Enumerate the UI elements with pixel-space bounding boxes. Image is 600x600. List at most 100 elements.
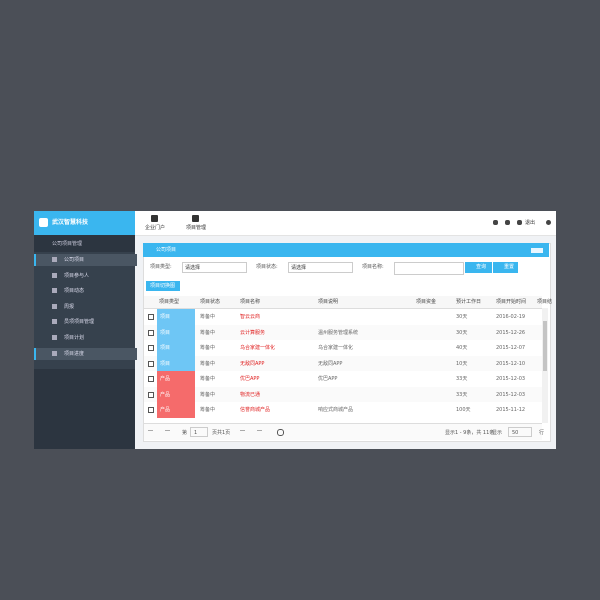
page-prefix: 第 bbox=[182, 430, 188, 436]
table-head bbox=[144, 296, 542, 309]
page-nav[interactable] bbox=[240, 430, 245, 435]
logout[interactable]: 退出 bbox=[525, 220, 536, 226]
type-tag bbox=[157, 355, 195, 371]
settings-icon bbox=[546, 220, 551, 225]
name-cell[interactable]: 智云云商 bbox=[240, 314, 261, 320]
page-summary: 显示1 - 9条，共 11条 bbox=[445, 430, 495, 436]
menu-active bbox=[34, 347, 137, 360]
page-nav[interactable] bbox=[165, 430, 170, 435]
checkbox[interactable] bbox=[148, 329, 154, 336]
brand-bar bbox=[34, 211, 135, 235]
nav-item[interactable]: 项目管理 bbox=[186, 225, 207, 231]
app-window: 武汉智慧科技 公司项目管理公司项目项目参与人项目动态周报员项项目管理 项目计划项目进… bbox=[34, 211, 556, 449]
name-cell[interactable]: 物流已通 bbox=[240, 391, 261, 398]
desc-cell: 无敌同APP bbox=[318, 360, 343, 367]
status-cell: 筹备中 bbox=[200, 314, 216, 320]
logo bbox=[39, 218, 48, 227]
label: 项目名称: bbox=[362, 264, 384, 270]
menu-item[interactable]: 公司项目 bbox=[64, 257, 85, 263]
select[interactable]: 请选择 bbox=[288, 262, 353, 273]
menu-icon bbox=[52, 272, 57, 278]
start-cell: 2015-12-07 bbox=[496, 345, 526, 351]
type-cell: 项目 bbox=[160, 314, 171, 320]
menu-item[interactable]: 项目进度 bbox=[64, 350, 85, 357]
name-cell[interactable]: 云计算服务 bbox=[240, 329, 266, 336]
reset-button[interactable]: 重置 bbox=[492, 262, 518, 273]
type-tag bbox=[157, 371, 195, 387]
page-input[interactable]: 1 bbox=[190, 427, 208, 437]
panel-tools bbox=[531, 248, 543, 253]
select[interactable]: 请选择 bbox=[182, 262, 247, 273]
days-cell: 30天 bbox=[456, 329, 468, 336]
page-suffix: 页共1页 bbox=[212, 430, 231, 436]
menu-icon bbox=[52, 257, 57, 262]
checkbox[interactable] bbox=[148, 314, 154, 320]
column-header: 预计工作日 bbox=[456, 299, 482, 305]
checkbox[interactable] bbox=[148, 345, 154, 351]
type-tag bbox=[157, 340, 195, 356]
refresh[interactable] bbox=[277, 429, 284, 436]
menu-active bbox=[34, 254, 137, 266]
brand: 武汉智慧科技 bbox=[52, 219, 89, 226]
type-cell: 项目 bbox=[160, 345, 171, 351]
name-cell[interactable]: 优巴APP bbox=[240, 376, 260, 382]
menu-item[interactable]: 项目动态 bbox=[64, 288, 85, 295]
panel-title: 公司项目 bbox=[156, 247, 177, 253]
menu-item[interactable]: 员项项目管理 bbox=[64, 319, 95, 326]
days-cell: 33天 bbox=[456, 391, 468, 398]
start-cell: 2015-12-10 bbox=[496, 360, 526, 367]
search-button[interactable]: 查询 bbox=[465, 262, 492, 273]
section-title: 公司项目管理 bbox=[52, 241, 83, 247]
type-cell: 项目 bbox=[160, 360, 171, 367]
type-tag bbox=[157, 386, 195, 402]
menu-icon bbox=[52, 335, 57, 340]
header-icon bbox=[505, 220, 510, 225]
nav-item[interactable]: 企业门户 bbox=[145, 225, 166, 231]
table-row bbox=[144, 417, 542, 428]
start-cell: 2015-12-03 bbox=[496, 376, 526, 382]
type-tag bbox=[157, 309, 195, 325]
menu-icon bbox=[52, 319, 57, 325]
type-cell: 产品 bbox=[160, 407, 171, 413]
page-size[interactable]: 50 bbox=[508, 427, 532, 437]
header-icon bbox=[517, 220, 522, 225]
column-header: 项目类型 bbox=[159, 299, 180, 305]
menu-icon bbox=[52, 303, 57, 309]
days-cell: 10天 bbox=[456, 360, 468, 367]
input[interactable] bbox=[394, 262, 464, 275]
checkbox[interactable] bbox=[148, 360, 154, 367]
start-cell: 2016-02-19 bbox=[496, 314, 526, 320]
column-header: 项目状态 bbox=[200, 299, 221, 305]
status-cell: 筹备中 bbox=[200, 345, 216, 351]
nav-icon bbox=[192, 215, 199, 222]
checkbox[interactable] bbox=[148, 376, 154, 382]
checkbox[interactable] bbox=[148, 391, 154, 398]
status-cell: 筹备中 bbox=[200, 391, 216, 398]
page-nav[interactable] bbox=[148, 430, 153, 435]
desc-cell: 优巴APP bbox=[318, 376, 338, 382]
menu-item[interactable]: 项目参与人 bbox=[64, 272, 90, 279]
menu-item[interactable]: 项目计划 bbox=[64, 335, 85, 341]
switch-button[interactable]: 项目切换图 bbox=[146, 281, 180, 291]
type-cell: 产品 bbox=[160, 391, 171, 398]
name-cell[interactable]: 乌合家建一体化 bbox=[240, 345, 276, 351]
days-cell: 100天 bbox=[456, 407, 471, 413]
name-cell[interactable]: 无敌同APP bbox=[240, 360, 265, 367]
header-icon bbox=[493, 220, 498, 225]
start-cell: 2015-12-03 bbox=[496, 391, 526, 398]
type-tag bbox=[157, 324, 195, 340]
header bbox=[135, 211, 556, 236]
menu-item[interactable]: 周报 bbox=[64, 303, 75, 310]
name-cell[interactable]: 信誉商城产品 bbox=[240, 407, 271, 413]
column-header: 项目开始时间 bbox=[496, 299, 527, 305]
start-cell: 2015-12-26 bbox=[496, 329, 526, 336]
panel-head bbox=[143, 243, 549, 257]
column-header: 项目说明 bbox=[318, 299, 339, 305]
page-nav[interactable] bbox=[257, 430, 262, 435]
start-cell: 2015-11-12 bbox=[496, 407, 526, 413]
column-header: 项目结 bbox=[537, 299, 553, 305]
status-cell: 筹备中 bbox=[200, 329, 216, 336]
checkbox[interactable] bbox=[148, 407, 154, 413]
unit-label: 行 bbox=[539, 430, 545, 436]
